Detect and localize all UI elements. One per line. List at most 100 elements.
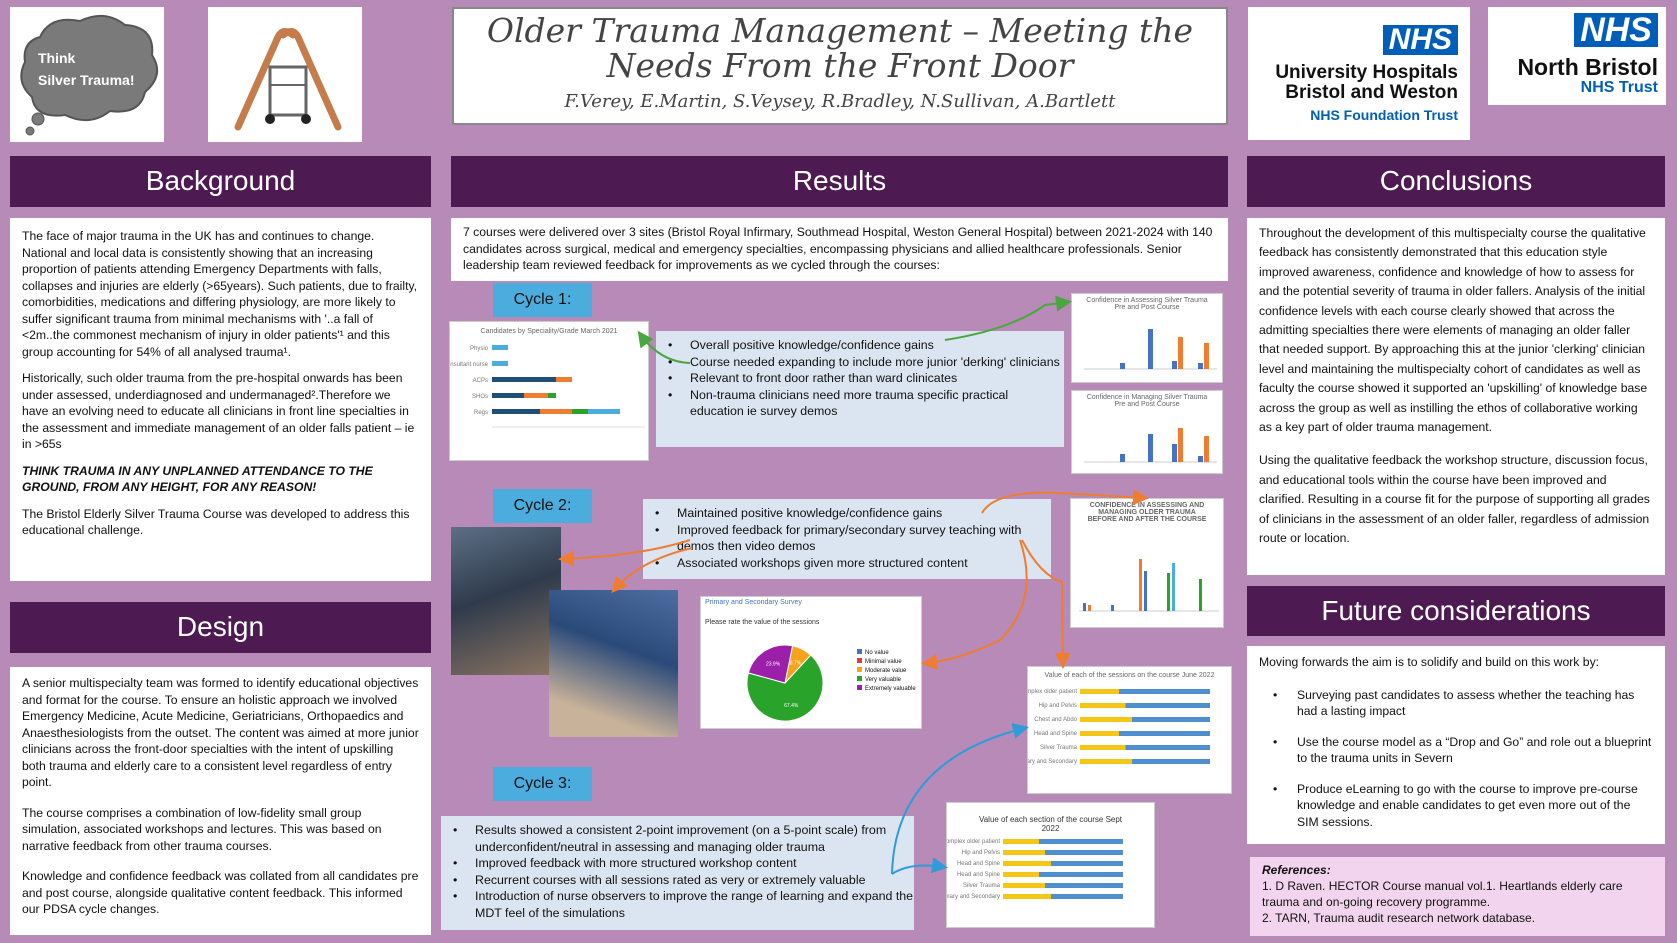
session-value-sept-chart: Value of each section of the course Sept… bbox=[937, 802, 1155, 928]
pie-slice bbox=[746, 654, 824, 722]
candidates-row-label: ACPs bbox=[473, 378, 488, 384]
value-row-label: Primary and Secondary bbox=[947, 894, 1000, 900]
candidates-bars: Physio Consultant nurse ACPs SHOs Regs bbox=[443, 345, 645, 428]
value-bar-extremely bbox=[1125, 745, 1210, 750]
thought-line1: Think bbox=[38, 50, 76, 66]
candidates-bar bbox=[492, 377, 556, 382]
value-bar-extremely bbox=[1045, 883, 1123, 888]
cycle1-bullet: Course needed expanding to include more … bbox=[656, 354, 1064, 371]
value-row-label: Head and Spine bbox=[957, 872, 1001, 878]
think-silver-trauma-logo: Think Silver Trauma! bbox=[10, 7, 164, 142]
candidates-bar bbox=[492, 393, 524, 398]
pie-legend-item: Moderate value bbox=[857, 667, 916, 676]
value-bar-very bbox=[1080, 689, 1119, 694]
poster-title-line1: Older Trauma Management – Meeting the bbox=[486, 11, 1194, 50]
value-bar-extremely bbox=[1039, 872, 1123, 877]
conf3-bars bbox=[1079, 559, 1219, 612]
future-bullet: Use the course model as a “Drop and Go” … bbox=[1259, 734, 1653, 767]
conf-assess-title2: Pre and Post Course bbox=[1114, 304, 1180, 311]
candidates-row-label: SHOs bbox=[472, 394, 488, 400]
value-june-bars: Complex older patient Hip and Pelvis Chest… bbox=[1014, 689, 1210, 765]
pie-header: Primary and Secondary Survey bbox=[705, 599, 802, 606]
design-p2: The course comprises a combination of lo… bbox=[22, 805, 382, 853]
value-bar-very bbox=[1080, 745, 1126, 750]
background-header: Background bbox=[10, 156, 431, 207]
uhbw-name-line2: Bristol and Weston bbox=[1285, 82, 1458, 103]
background-panel: The face of major trauma in the UK has a… bbox=[10, 218, 431, 581]
value-bar-very bbox=[1003, 850, 1045, 855]
value-bar-very bbox=[1003, 883, 1045, 888]
cycle3-bullet: Results showed a consistent 2-point impr… bbox=[441, 822, 914, 855]
candidates-row-label: Consultant nurse bbox=[450, 362, 489, 368]
background-p2: Historically, such older trauma from the… bbox=[22, 371, 415, 451]
candidates-chart-title: Candidates by Speciality/Grade March 202… bbox=[480, 328, 618, 335]
pie-legend-item: Very valuable bbox=[857, 676, 916, 685]
future-bullet: Surveying past candidates to assess whet… bbox=[1259, 687, 1653, 720]
conf3-title3: BEFORE AND AFTER THE COURSE bbox=[1087, 516, 1207, 523]
session-value-june-chart: Value of each of the sessions on the cou… bbox=[1014, 666, 1232, 794]
value-row-label: Chest and Abdo bbox=[1034, 717, 1077, 723]
value-row-label: Hip and Pelvis bbox=[962, 850, 1000, 856]
cycle3-bullet: Recurrent courses with all sessions rate… bbox=[441, 872, 914, 889]
cycle3-tag: Cycle 3: bbox=[493, 767, 592, 801]
background-p3: THINK TRAUMA IN ANY UNPLANNED ATTENDANCE… bbox=[22, 463, 373, 495]
value-bar-extremely bbox=[1132, 717, 1210, 722]
value-row-label: Complex older patient bbox=[947, 839, 1000, 845]
confidence-managing-chart: Confidence in Managing Silver Trauma Pre… bbox=[1071, 390, 1223, 474]
cycle2-bullet: Improved feedback for primary/secondary … bbox=[643, 522, 1051, 555]
value-bar-very bbox=[1080, 717, 1132, 722]
value-bar-extremely bbox=[1119, 689, 1210, 694]
uhbw-logo: NHS University Hospitals Bristol and Wes… bbox=[1248, 7, 1470, 140]
conf3-title1: CONFIDENCE IN ASSESSING AND bbox=[1089, 502, 1205, 509]
candidates-bar bbox=[548, 393, 556, 398]
candidates-bar bbox=[572, 409, 588, 414]
thought-bubble-icon bbox=[20, 14, 159, 136]
pie-legend-item: Extremely valuable bbox=[857, 685, 916, 694]
design-p1: A senior multispecialty team was formed … bbox=[22, 676, 419, 789]
value-bar-very bbox=[1003, 839, 1039, 844]
confidence-before-after-chart: CONFIDENCE IN ASSESSING AND MANAGING OLD… bbox=[1070, 498, 1224, 628]
references-header: References: bbox=[1262, 863, 1331, 877]
value-sept-title1: Value of each section of the course Sept bbox=[978, 815, 1123, 824]
background-p4: The Bristol Elderly Silver Trauma Course… bbox=[22, 506, 410, 538]
value-bar-very bbox=[1003, 861, 1051, 866]
cycle1-tag: Cycle 1: bbox=[493, 283, 592, 317]
value-row-label: Head and Spine bbox=[957, 861, 1001, 867]
design-header: Design bbox=[10, 602, 431, 653]
reference-item: 1. D Raven. HECTOR Course manual vol.1. … bbox=[1262, 879, 1623, 909]
value-row-label: Silver Trauma bbox=[963, 883, 1001, 889]
title-box: Older Trauma Management – Meeting the Ne… bbox=[452, 7, 1228, 125]
simulation-photo-2 bbox=[549, 590, 678, 737]
conf-assess-bars bbox=[1084, 329, 1217, 370]
pie-slice bbox=[747, 644, 794, 684]
conclusions-panel: Throughout the development of this multi… bbox=[1247, 218, 1665, 575]
conf3-title2: MANAGING OLDER TRAUMA bbox=[1098, 509, 1196, 516]
value-sept-bars: Complex older patient Hip and Pelvis Head … bbox=[937, 839, 1123, 900]
cycle3-bullet: Introduction of nurse observers to impro… bbox=[441, 888, 914, 921]
cycle1-bullets: Overall positive knowledge/confidence ga… bbox=[656, 331, 1064, 447]
nb-trust: NHS Trust bbox=[1580, 79, 1658, 96]
design-panel: A senior multispecialty team was formed … bbox=[10, 667, 431, 935]
pie-legend-item: No value bbox=[857, 649, 916, 658]
north-bristol-logo: NHS North Bristol NHS Trust bbox=[1488, 7, 1666, 105]
conf-manage-title1: Confidence in Managing Silver Trauma bbox=[1086, 394, 1208, 401]
value-sept-title2: 2022 bbox=[1041, 824, 1060, 833]
value-bar-extremely bbox=[1039, 839, 1123, 844]
value-row-label: Head and Spine bbox=[1034, 731, 1078, 737]
value-row-label: Complex older patient bbox=[1028, 689, 1077, 695]
future-intro: Moving forwards the aim is to solidify a… bbox=[1259, 655, 1600, 669]
value-bar-very bbox=[1080, 703, 1126, 708]
conf-manage-title2: Pre and Post Course bbox=[1114, 401, 1180, 408]
uhbw-trust: NHS Foundation Trust bbox=[1310, 107, 1458, 123]
candidates-bar bbox=[524, 393, 548, 398]
value-bar-very bbox=[1003, 872, 1039, 877]
candidates-bar bbox=[540, 409, 572, 414]
references-panel: References: 1. D Raven. HECTOR Course ma… bbox=[1250, 857, 1665, 936]
poster-title-line2: Needs From the Front Door bbox=[606, 46, 1074, 85]
conclusions-header: Conclusions bbox=[1247, 156, 1665, 207]
cycle1-bullet: Non-trauma clinicians need more trauma s… bbox=[656, 387, 1064, 420]
uhbw-name-line1: University Hospitals bbox=[1275, 62, 1458, 83]
value-bar-extremely bbox=[1045, 850, 1123, 855]
pie-legend: No value Minimal value Moderate value Very … bbox=[857, 649, 916, 694]
cycle2-tag: Cycle 2: bbox=[493, 489, 592, 523]
